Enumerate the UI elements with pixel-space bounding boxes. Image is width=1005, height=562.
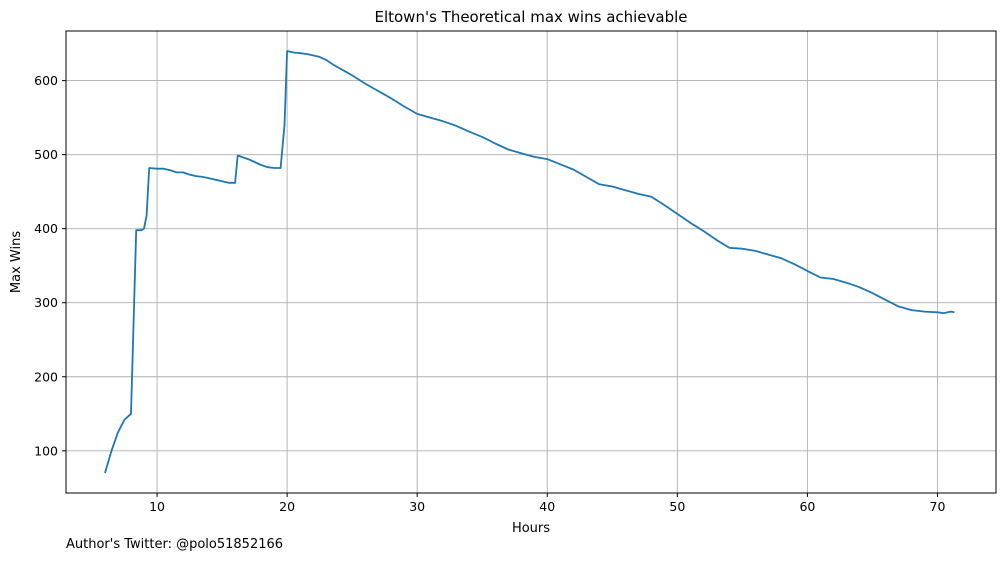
y-tick-label: 400 xyxy=(34,221,58,236)
x-tick-label: 30 xyxy=(409,499,425,514)
x-tick-label: 20 xyxy=(279,499,295,514)
y-tick-label: 600 xyxy=(34,73,58,88)
y-tick-label: 200 xyxy=(34,369,58,384)
x-tick-label: 60 xyxy=(799,499,815,514)
x-tick-label: 10 xyxy=(149,499,165,514)
x-tick-label: 70 xyxy=(930,499,946,514)
chart-title: Eltown's Theoretical max wins achievable xyxy=(374,8,687,26)
x-axis-label: Hours xyxy=(512,521,550,536)
author-twitter-note: Author's Twitter: @polo51852166 xyxy=(66,537,284,552)
x-tick-label: 40 xyxy=(539,499,555,514)
y-axis-label: Max Wins xyxy=(9,231,24,293)
y-axis-ticks: 100 200 300 400 500 600 xyxy=(34,73,66,458)
x-axis-ticks: 10 20 30 40 50 60 70 xyxy=(149,493,945,514)
y-tick-label: 300 xyxy=(34,295,58,310)
series-line-max-wins xyxy=(104,50,955,474)
grid-lines xyxy=(66,31,996,493)
plot-frame xyxy=(65,30,997,494)
x-tick-label: 50 xyxy=(669,499,685,514)
y-tick-label: 100 xyxy=(34,443,58,458)
y-tick-label: 500 xyxy=(34,147,58,162)
